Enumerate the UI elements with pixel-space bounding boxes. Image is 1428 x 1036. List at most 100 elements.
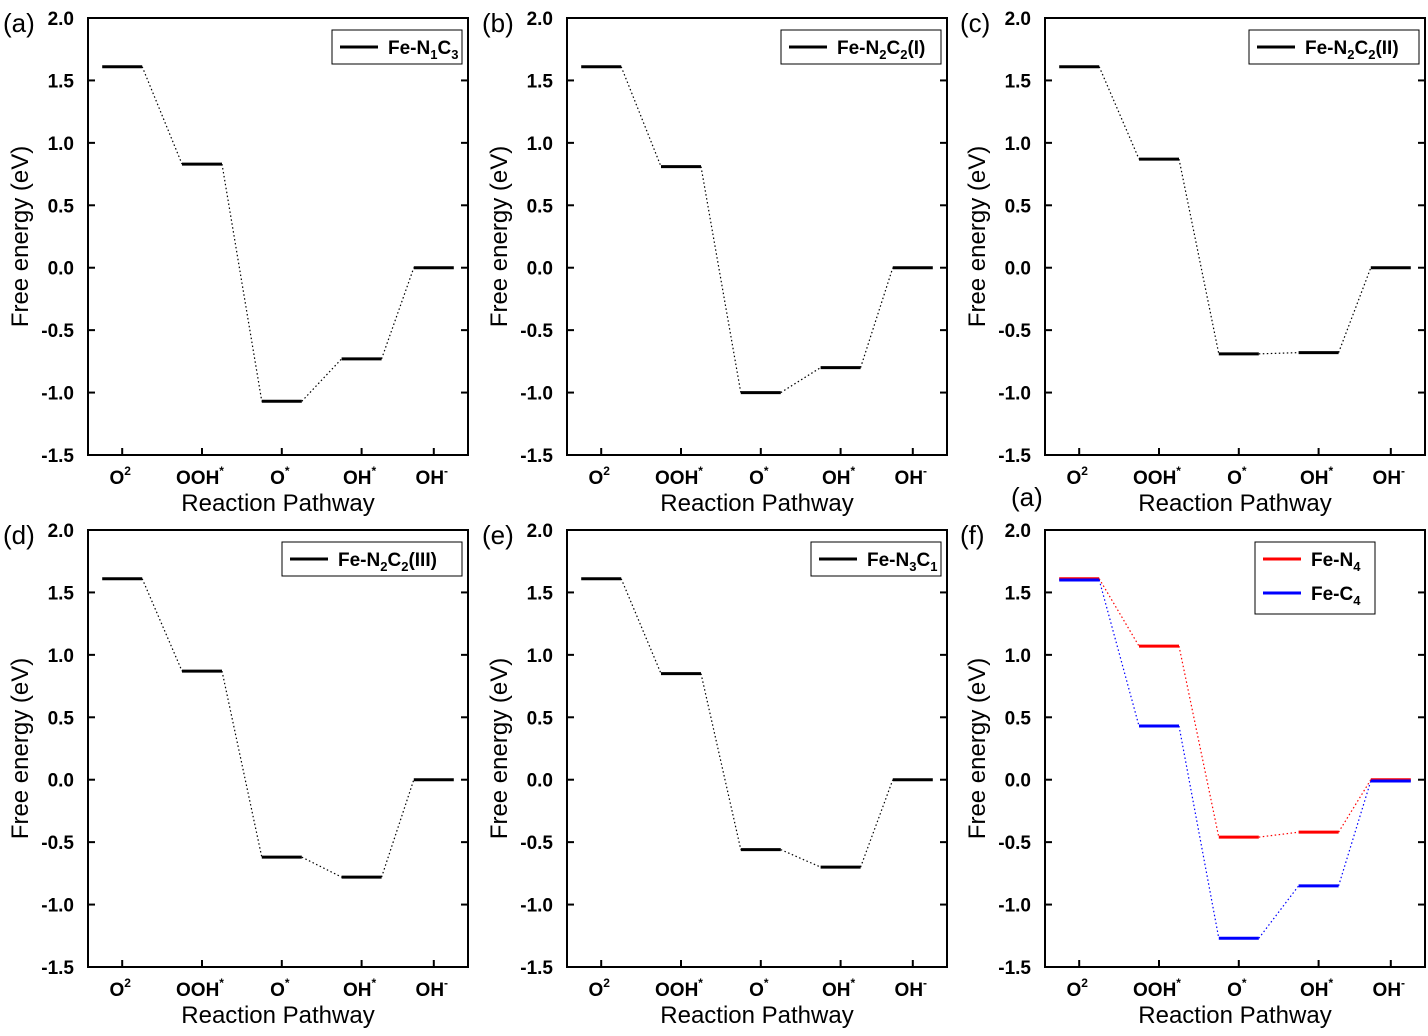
y-tick-label: 1.5 — [1005, 71, 1032, 92]
y-axis-title: Free energy (eV) — [964, 658, 991, 839]
connector-line — [141, 66, 183, 165]
y-tick-label: 1.5 — [1005, 583, 1032, 604]
connector-line — [700, 673, 742, 850]
plot-frame — [87, 529, 469, 968]
x-axis-title: Reaction Pathway — [1138, 490, 1331, 517]
y-tick-label: 0.5 — [527, 708, 554, 729]
x-tick-label: O2 — [1066, 464, 1088, 489]
y-tick-label: -1.0 — [998, 384, 1031, 405]
connector-line — [1338, 267, 1372, 353]
y-tick-label: 0.5 — [1005, 708, 1032, 729]
x-tick-label: OH- — [895, 464, 928, 489]
chart-panel-2: -1.5 -1.0 -0.5 0.0 0.5 1.0 1.5 2.0 O2 OOH* O* OH* OH… — [482, 8, 948, 517]
x-tick-label: OH- — [416, 464, 449, 489]
connector-line — [1338, 780, 1372, 887]
chart-panel-3: -1.5 -1.0 -0.5 0.0 0.5 1.0 1.5 2.0 O2 OOH* O* OH* OH… — [960, 8, 1426, 517]
connector-line — [141, 578, 183, 672]
x-axis-title: Reaction Pathway — [660, 490, 853, 517]
y-tick-label: 2.0 — [527, 9, 553, 30]
y-tick-label: 0.0 — [48, 771, 74, 792]
y-tick-label: 0.0 — [1005, 259, 1031, 280]
y-tick-label: 1.0 — [48, 646, 74, 667]
x-tick-label: OOH* — [176, 976, 224, 1001]
plot-frame — [566, 17, 948, 456]
x-tick-label: O* — [749, 976, 769, 1001]
legend-label: Fe-N1C3 — [388, 38, 458, 62]
connector-line — [221, 163, 263, 402]
y-axis-title: Free energy (eV) — [486, 146, 513, 327]
connector-line — [1258, 352, 1299, 355]
y-tick-label: 2.0 — [1005, 9, 1031, 30]
connector-line — [780, 849, 821, 868]
panel-label: (d) — [3, 520, 35, 550]
panel-extra-label: (a) — [1011, 482, 1043, 512]
y-tick-label: 2.0 — [527, 521, 553, 542]
y-tick-label: -1.0 — [41, 896, 74, 917]
x-tick-label: OH- — [1373, 464, 1406, 489]
x-tick-label: O2 — [588, 464, 610, 489]
x-tick-label: O* — [270, 464, 290, 489]
y-tick-label: -0.5 — [41, 833, 74, 854]
y-tick-label: 1.0 — [1005, 134, 1031, 155]
y-axis-title: Free energy (eV) — [7, 658, 34, 839]
y-tick-label: -0.5 — [41, 321, 74, 342]
connector-line — [1178, 158, 1220, 354]
x-axis-title: Reaction Pathway — [660, 1002, 853, 1029]
legend-label: Fe-N4 — [1311, 550, 1361, 574]
y-tick-label: -1.5 — [998, 958, 1031, 979]
plot-frame — [566, 529, 948, 968]
chart-panel-4: -1.5 -1.0 -0.5 0.0 0.5 1.0 1.5 2.0 O2 OOH* O* OH* OH… — [3, 520, 469, 1029]
x-tick-label: O2 — [1066, 976, 1088, 1001]
x-tick-label: O* — [1227, 976, 1247, 1001]
x-tick-label: OH* — [343, 464, 377, 489]
connector-line — [221, 670, 263, 858]
y-tick-label: -1.5 — [41, 446, 74, 467]
y-tick-label: 0.0 — [48, 259, 74, 280]
legend-label: Fe-N2C2(III) — [338, 550, 437, 574]
y-tick-label: -1.5 — [520, 958, 553, 979]
x-axis-title: Reaction Pathway — [1138, 1002, 1331, 1029]
y-tick-label: -1.5 — [998, 446, 1031, 467]
y-tick-label: 0.0 — [527, 259, 553, 280]
chart-panel-6: -1.5 -1.0 -0.5 0.0 0.5 1.0 1.5 2.0 O2 OOH* O* OH* OH… — [960, 482, 1426, 1029]
connector-line — [301, 856, 342, 878]
y-tick-label: -1.5 — [41, 958, 74, 979]
x-tick-label: O2 — [588, 976, 610, 1001]
x-tick-label: O2 — [109, 464, 131, 489]
y-tick-label: -0.5 — [520, 833, 553, 854]
y-tick-label: 1.5 — [48, 71, 75, 92]
connector-line — [1098, 66, 1140, 160]
y-tick-label: 2.0 — [48, 9, 74, 30]
x-tick-label: OH- — [416, 976, 449, 1001]
x-tick-label: OOH* — [655, 464, 703, 489]
plot-frame — [1044, 529, 1426, 968]
x-axis-title: Reaction Pathway — [181, 490, 374, 517]
y-tick-label: 0.5 — [1005, 196, 1032, 217]
x-tick-label: OH* — [822, 464, 856, 489]
y-axis-title: Free energy (eV) — [486, 658, 513, 839]
panel-label: (e) — [482, 520, 514, 550]
connector-line — [1098, 579, 1140, 727]
connector-line — [620, 578, 662, 674]
x-tick-label: OOH* — [176, 464, 224, 489]
y-tick-label: 0.5 — [527, 196, 554, 217]
panel-label: (f) — [960, 520, 985, 550]
connector-line — [1258, 885, 1300, 939]
y-axis-title: Free energy (eV) — [964, 146, 991, 327]
x-tick-label: OOH* — [1133, 976, 1181, 1001]
connector-line — [780, 367, 821, 394]
legend-label: Fe-N2C2(I) — [837, 38, 925, 62]
x-tick-label: O* — [1227, 464, 1247, 489]
y-tick-label: 1.0 — [527, 134, 553, 155]
connector-line — [860, 779, 894, 868]
legend-label: Fe-C4 — [1311, 584, 1361, 608]
connector-line — [1098, 578, 1140, 647]
connector-line — [381, 779, 415, 878]
panel-label: (b) — [482, 8, 514, 38]
y-tick-label: -1.0 — [520, 896, 553, 917]
y-axis-title: Free energy (eV) — [7, 146, 34, 327]
y-tick-label: 1.0 — [1005, 646, 1031, 667]
connector-line — [700, 166, 742, 393]
x-tick-label: OH- — [895, 976, 928, 1001]
